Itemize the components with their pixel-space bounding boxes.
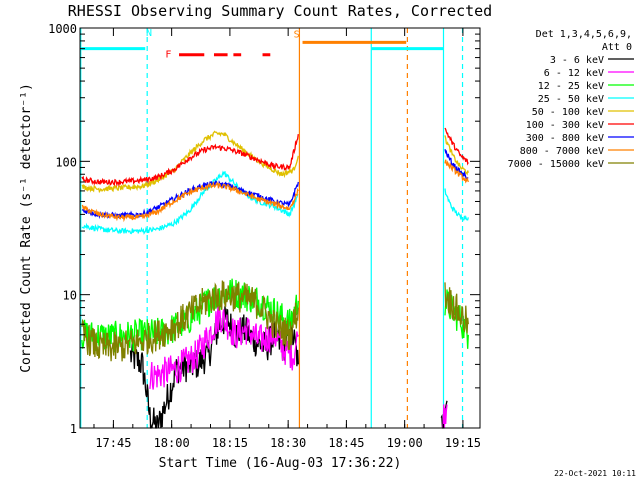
plot-area: N F S: [80, 28, 469, 429]
x-tick-label-3: 18:30: [270, 436, 306, 450]
y-axis-ticks: 1 10 100 1000: [48, 22, 480, 436]
legend-label-0: 3 - 6 keV: [550, 55, 604, 66]
y-tick-label-3: 1000: [48, 22, 77, 36]
x-tick-label-6: 19:15: [445, 436, 481, 450]
legend-header-line-1: Att 0: [602, 42, 632, 53]
legend-label-6: 300 - 800 keV: [526, 133, 604, 144]
series-line-3-part-0: [81, 170, 299, 235]
legend: Det 1,3,4,5,6,9, Att 0 3 - 6 keV 6 - 12 keV…: [508, 29, 634, 170]
legend-label-5: 100 - 300 keV: [526, 120, 604, 131]
x-axis-ticks: 17:45 18:00 18:15 18:30 18:45 19:00 19:15: [93, 28, 481, 450]
x-tick-label-2: 18:15: [212, 436, 248, 450]
x-tick-label-0: 17:45: [95, 436, 131, 450]
plot-frame: [79, 27, 481, 429]
marker-s: S: [294, 29, 300, 40]
y-tick-label-2: 100: [55, 155, 77, 169]
timestamp: 22-Oct-2021 10:11: [554, 469, 636, 478]
marker-n: N: [146, 28, 152, 39]
x-tick-label-5: 19:00: [387, 436, 423, 450]
legend-header-line-0: Det 1,3,4,5,6,9,: [536, 29, 632, 40]
legend-label-1: 6 - 12 keV: [544, 68, 604, 79]
legend-label-8: 7000 - 15000 keV: [508, 159, 604, 170]
chart-title: RHESSI Observing Summary Count Rates, Co…: [68, 2, 492, 20]
legend-label-3: 25 - 50 keV: [538, 94, 604, 105]
y-tick-label-0: 1: [70, 422, 77, 436]
x-tick-label-1: 18:00: [154, 436, 190, 450]
series-line-4-part-0: [81, 130, 299, 194]
marker-f: F: [165, 50, 171, 61]
series-line-4-part-1: [444, 135, 469, 176]
y-tick-label-1: 10: [63, 289, 77, 303]
x-axis-label: Start Time (16-Aug-03 17:36:22): [159, 456, 402, 471]
series-line-6-part-1: [444, 149, 469, 181]
series-line-7-part-1: [444, 159, 469, 184]
series-line-8-part-0: [81, 280, 299, 362]
series-line-8-part-1: [444, 282, 469, 334]
series-line-7-part-0: [81, 180, 299, 223]
axes: [79, 27, 481, 429]
series-line-5-part-0: [81, 134, 299, 188]
y-axis-label: Corrected Count Rate (s⁻¹ detector⁻¹): [19, 83, 34, 373]
legend-label-4: 50 - 100 keV: [532, 107, 604, 118]
series-line-1-part-1: [442, 404, 448, 429]
series-line-5-part-1: [444, 127, 469, 166]
x-tick-label-4: 18:45: [328, 436, 364, 450]
legend-label-7: 800 - 7000 keV: [520, 146, 604, 157]
series-line-3-part-1: [444, 188, 469, 221]
legend-label-2: 12 - 25 keV: [538, 81, 604, 92]
